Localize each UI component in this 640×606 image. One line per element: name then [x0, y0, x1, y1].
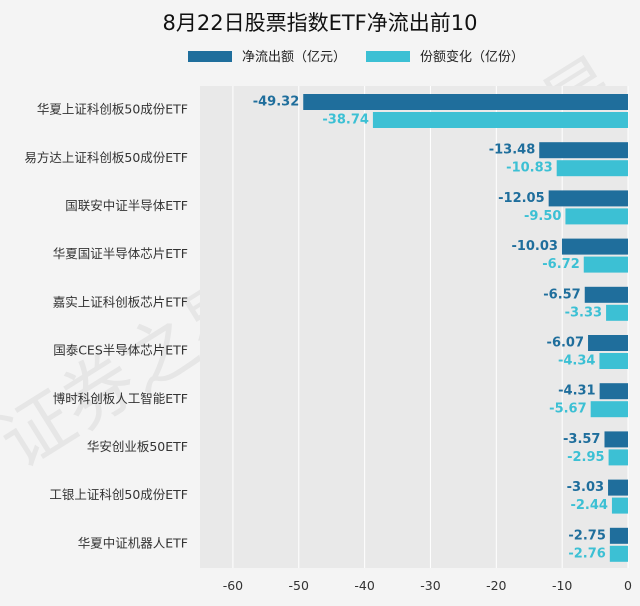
- data-label-net-outflow: -2.75: [568, 528, 605, 543]
- bar-net-outflow: [303, 94, 628, 110]
- x-axis-ticks: -60 -50 -40 -30 -20 -10 0: [223, 578, 632, 593]
- category-labels: 华夏上证科创板50成份ETF 易方达上证科创板50成份ETF 国联安中证半导体ETF…: [24, 102, 188, 551]
- data-label-net-outflow: -13.48: [489, 143, 536, 158]
- bar-net-outflow: [609, 527, 628, 544]
- data-label-net-outflow: -3.03: [567, 480, 604, 495]
- legend-swatch-net-outflow: [188, 51, 232, 62]
- category-label: 工银上证科创50成份ETF: [49, 487, 188, 502]
- data-label-net-outflow: -3.57: [563, 432, 600, 447]
- bar-share-change: [608, 449, 628, 466]
- category-label: 易方达上证科创板50成份ETF: [24, 150, 188, 165]
- category-label: 博时科创板人工智能ETF: [53, 391, 188, 406]
- x-tick-label: -40: [354, 578, 374, 593]
- bar-share-change: [565, 208, 628, 225]
- bar-share-change: [611, 497, 628, 514]
- data-label-share-change: -6.72: [542, 257, 579, 272]
- bar-net-outflow: [599, 383, 628, 400]
- category-label: 国泰CES半导体芯片ETF: [53, 343, 188, 358]
- bar-net-outflow: [539, 142, 628, 159]
- legend-label-share-change: 份额变化（亿份）: [420, 49, 524, 65]
- legend: 净流出额（亿元） 份额变化（亿份）: [188, 49, 524, 65]
- data-label-share-change: -4.34: [558, 354, 595, 369]
- data-label-share-change: -9.50: [524, 209, 561, 224]
- chart-title: 8月22日股票指数ETF净流出前10: [163, 11, 478, 35]
- data-label-net-outflow: -10.03: [511, 239, 558, 254]
- data-label-net-outflow: -4.31: [558, 384, 595, 399]
- data-label-share-change: -2.44: [570, 498, 607, 513]
- x-tick-label: -10: [552, 578, 572, 593]
- legend-swatch-share-change: [366, 51, 410, 62]
- bar-net-outflow: [588, 335, 628, 351]
- data-label-net-outflow: -12.05: [498, 191, 545, 206]
- bars: -49.32 -38.74 -13.48 -10.83 -12.05 -9.50 -10.0…: [253, 94, 628, 562]
- x-tick-label: -60: [223, 578, 243, 593]
- bar-share-change: [583, 256, 628, 273]
- x-tick-label: -20: [486, 578, 506, 593]
- bar-net-outflow: [561, 238, 628, 255]
- bar-net-outflow: [608, 479, 628, 496]
- category-label: 华夏中证机器人ETF: [78, 535, 188, 550]
- data-label-share-change: -5.67: [549, 402, 586, 417]
- data-label-net-outflow: -49.32: [253, 95, 300, 110]
- x-tick-label: -50: [289, 578, 309, 593]
- bar-share-change: [609, 545, 628, 562]
- bar-share-change: [372, 112, 628, 128]
- category-label: 国联安中证半导体ETF: [65, 198, 188, 213]
- data-label-share-change: -2.95: [567, 450, 604, 465]
- data-label-share-change: -10.83: [506, 161, 553, 176]
- bar-share-change: [590, 401, 628, 418]
- category-label: 华夏上证科创板50成份ETF: [37, 102, 188, 117]
- data-label-share-change: -38.74: [322, 113, 369, 128]
- x-tick-label: -30: [420, 578, 440, 593]
- x-tick-label: 0: [624, 578, 632, 593]
- data-label-net-outflow: -6.57: [543, 287, 580, 302]
- bar-net-outflow: [584, 286, 628, 303]
- bar-share-change: [606, 304, 628, 321]
- category-label: 嘉实上证科创板芯片ETF: [53, 294, 188, 309]
- bar-net-outflow: [604, 431, 628, 448]
- data-label-share-change: -2.76: [568, 546, 605, 561]
- bar-share-change: [556, 160, 628, 177]
- bar-share-change: [599, 353, 628, 369]
- bar-net-outflow: [548, 190, 628, 207]
- plot-area: [200, 86, 628, 568]
- category-label: 华夏国证半导体芯片ETF: [53, 246, 188, 261]
- category-label: 华安创业板50ETF: [87, 439, 188, 454]
- data-label-share-change: -3.33: [565, 305, 602, 320]
- legend-label-net-outflow: 净流出额（亿元）: [242, 50, 346, 65]
- data-label-net-outflow: -6.07: [547, 336, 584, 351]
